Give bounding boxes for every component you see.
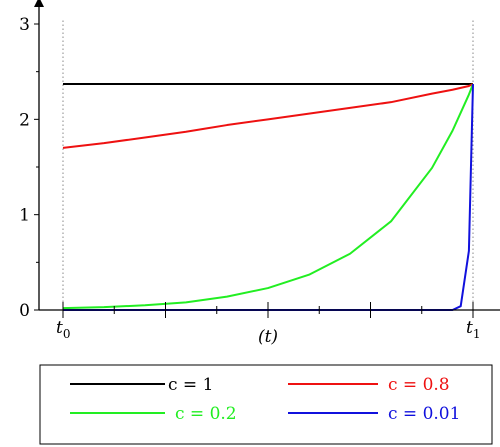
legend-label-c1: c = 1 xyxy=(168,375,213,395)
series-group xyxy=(62,83,474,311)
x-tick-label-t0-main: t xyxy=(56,318,63,338)
series-line-3 xyxy=(63,84,474,311)
guide-lines xyxy=(62,20,474,310)
legend-box xyxy=(39,364,493,445)
y-ticks: 0 1 2 3 xyxy=(19,15,39,321)
x-tick-label-t1: t1 xyxy=(466,318,480,341)
series-line-1 xyxy=(62,83,474,149)
y-tick-label-3: 3 xyxy=(19,15,30,35)
x-tick-label-t0-sub: 0 xyxy=(63,327,71,341)
legend-label-c08: c = 0.8 xyxy=(388,375,450,395)
y-tick-label-1: 1 xyxy=(19,206,30,226)
y-tick-label-2: 2 xyxy=(19,110,30,130)
x-ticks xyxy=(62,302,474,318)
legend: c = 1 c = 0.8 c = 0.2 c = 0.01 xyxy=(39,364,493,445)
legend-label-c02: c = 0.2 xyxy=(175,404,237,424)
series-line-2 xyxy=(62,83,474,310)
x-axis-label: (t) xyxy=(258,327,278,347)
x-tick-label-t1-sub: 1 xyxy=(473,327,481,341)
x-tick-label-t0: t0 xyxy=(56,318,70,341)
legend-label-c001: c = 0.01 xyxy=(388,404,460,424)
x-tick-label-t1-main: t xyxy=(466,318,473,338)
y-tick-label-0: 0 xyxy=(19,301,30,321)
